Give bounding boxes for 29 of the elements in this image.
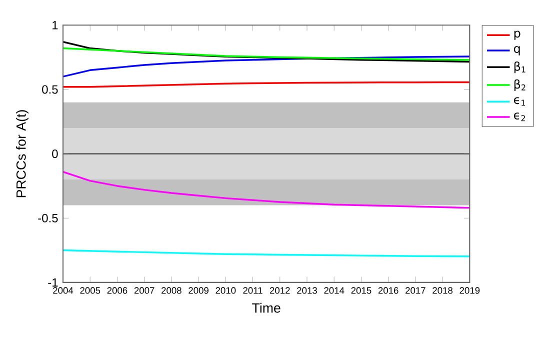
x-axis-title: Time xyxy=(252,302,280,313)
legend-label: ϵ$_{1}$ xyxy=(514,97,526,106)
x-tick-label: 2007 xyxy=(134,287,154,294)
x-tick-label: 2017 xyxy=(406,287,426,294)
legend-label: β$_{1}$ xyxy=(514,61,526,74)
x-tick-label: 2005 xyxy=(80,287,100,294)
x-tick-label: 2019 xyxy=(460,287,480,294)
y-tick-label: -1 xyxy=(48,278,58,287)
x-tick-label: 2016 xyxy=(378,287,398,294)
y-tick-label: 1 xyxy=(52,20,58,30)
x-tick-label: 2008 xyxy=(162,287,182,294)
x-tick-label: 2006 xyxy=(107,287,128,294)
x-tick-label: 2004 xyxy=(53,287,74,294)
x-tick-label: 2009 xyxy=(188,287,208,294)
y-tick-label: -0.5 xyxy=(38,214,58,222)
x-tick-label: 2014 xyxy=(324,287,344,294)
legend-label: q xyxy=(514,46,520,56)
x-tick-label: 2012 xyxy=(270,287,290,294)
x-tick-label: 2015 xyxy=(351,287,372,294)
y-tick-label: 0.5 xyxy=(42,85,58,94)
legend-label: ϵ$_{2}$ xyxy=(514,112,525,122)
x-tick-label: 2011 xyxy=(243,287,262,294)
y-tick-label: 0 xyxy=(52,150,58,158)
x-tick-label: 2013 xyxy=(297,287,317,294)
x-tick-label: 2010 xyxy=(216,287,236,294)
legend-label: β$_{2}$ xyxy=(514,79,526,92)
y-axis-title: PRCCs for A(t) xyxy=(16,110,28,198)
legend-label: p xyxy=(514,30,520,40)
x-tick-label: 2018 xyxy=(432,287,453,294)
